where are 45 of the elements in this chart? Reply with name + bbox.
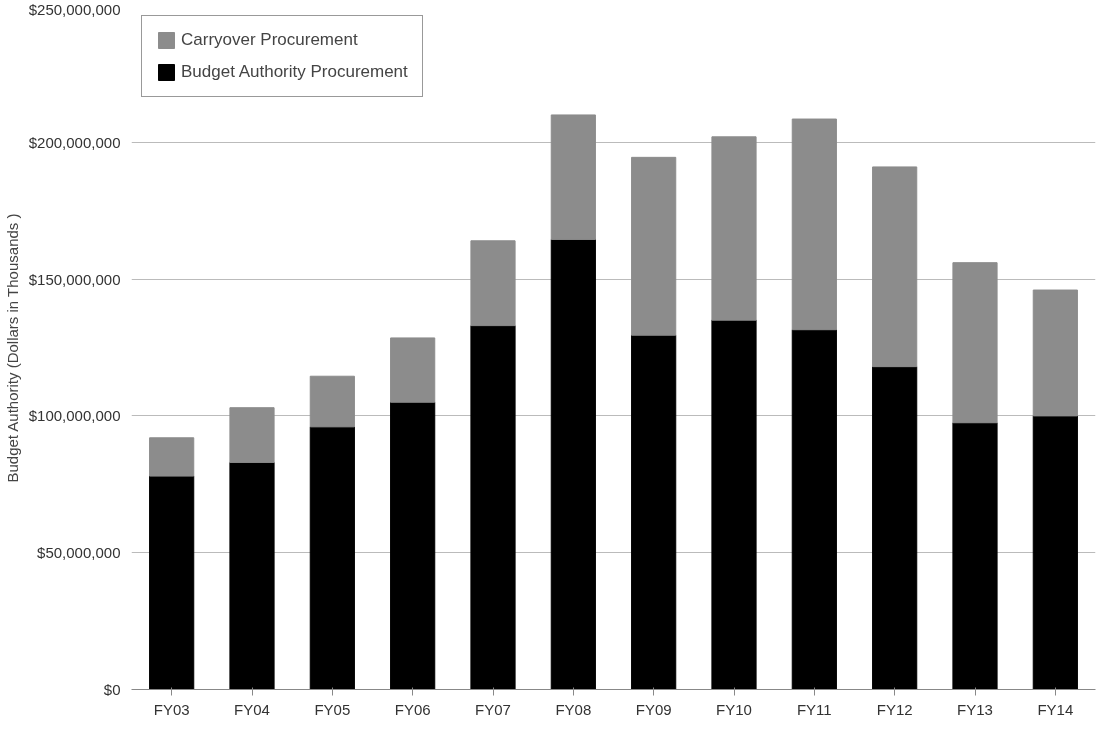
x-tick-label: FY07 (475, 700, 511, 718)
x-tick-label: FY10 (716, 700, 752, 718)
bar (1032, 415, 1078, 690)
y-tick-label: $150,000,000 (28, 270, 121, 288)
bar (952, 262, 998, 424)
bar (952, 422, 998, 690)
x-tick-label: FY04 (234, 700, 270, 718)
bar (470, 240, 516, 327)
bar (229, 407, 275, 463)
bar (872, 166, 918, 368)
bar (229, 461, 275, 690)
x-tick-label: FY13 (957, 700, 993, 718)
x-tick-label: FY09 (635, 700, 672, 718)
y-tick-label: $50,000,000 (37, 544, 121, 562)
bar (149, 475, 195, 690)
bar (390, 401, 436, 690)
bar (631, 334, 677, 690)
bar (550, 238, 596, 690)
y-tick-label: $0 (103, 681, 121, 698)
x-tick-label: FY06 (394, 700, 431, 718)
x-tick-label: FY05 (314, 700, 351, 718)
bar (791, 329, 837, 690)
bar (791, 118, 837, 331)
bar (470, 325, 516, 690)
bar (631, 156, 677, 336)
x-tick-label: FY11 (796, 700, 832, 718)
legend-label: Budget Authority Procurement (181, 62, 408, 82)
y-tick-label: $200,000,000 (28, 133, 121, 151)
bar (149, 437, 195, 477)
bar (390, 337, 436, 403)
bar (550, 114, 596, 240)
legend-label: Carryover Procurement (181, 30, 358, 50)
x-tick-label: FY12 (876, 700, 913, 718)
bar (309, 426, 355, 690)
x-tick-label: FY14 (1037, 700, 1074, 718)
y-tick-label: $100,000,000 (28, 407, 121, 425)
bar (872, 366, 918, 690)
y-tick-label: $250,000,000 (28, 0, 121, 18)
bar (711, 319, 757, 690)
bar (309, 375, 355, 428)
x-tick-label: FY08 (555, 700, 592, 718)
bar (1032, 289, 1078, 417)
y-axis-title: Budget Authority (Dollars in Thousands ) (3, 213, 21, 483)
x-tick-label: FY03 (153, 700, 190, 718)
bar (711, 136, 757, 321)
